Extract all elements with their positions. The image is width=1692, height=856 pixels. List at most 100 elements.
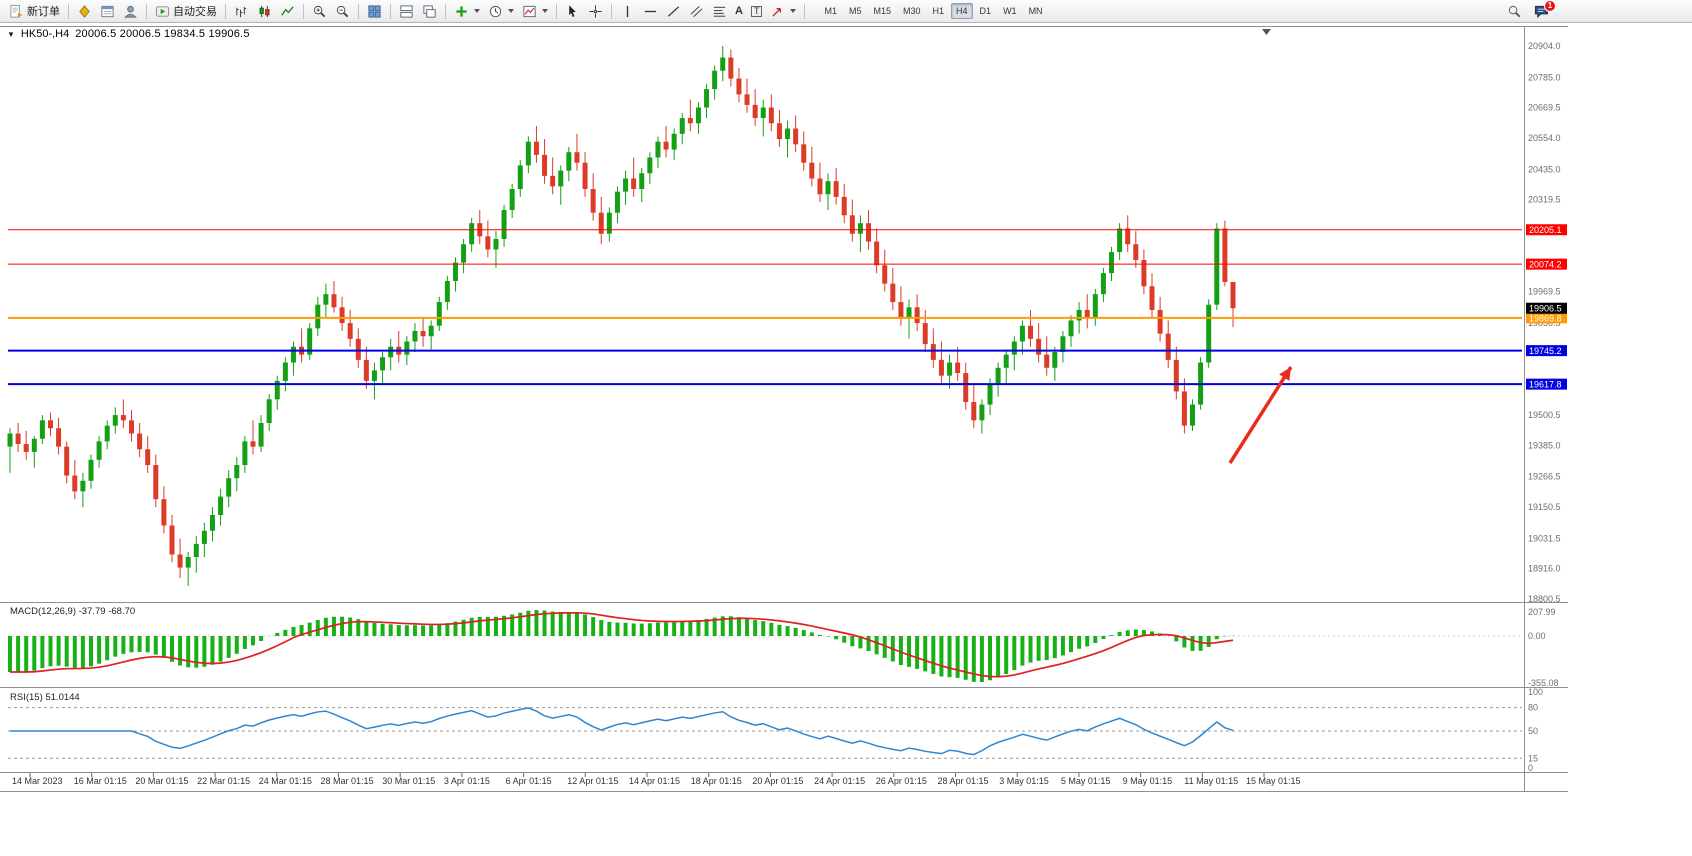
trend-arrow-annotation[interactable] <box>1228 366 1293 464</box>
navigator-button[interactable] <box>119 2 142 21</box>
cursor-tool-button[interactable] <box>561 2 584 21</box>
candle <box>404 341 410 355</box>
horizontal-line-tool-button[interactable] <box>639 2 662 21</box>
candle <box>1003 354 1009 368</box>
candle <box>290 346 296 363</box>
data-window-button[interactable] <box>96 2 119 21</box>
tf-m1-button[interactable]: M1 <box>824 6 837 16</box>
tf-h1-button[interactable]: H1 <box>932 6 945 16</box>
price-axis-label: 20904.0 <box>1528 41 1561 51</box>
candle <box>493 238 499 250</box>
candle <box>193 543 199 558</box>
autotrade-button[interactable]: 自动交易 <box>151 2 221 21</box>
candle <box>947 362 953 376</box>
candle <box>282 362 288 381</box>
candle <box>420 330 426 337</box>
channel-tool-button[interactable] <box>685 2 708 21</box>
candlestick-mode-button[interactable] <box>253 2 276 21</box>
zoom-in-button[interactable] <box>308 2 331 21</box>
candle <box>639 173 645 190</box>
candle <box>517 165 523 190</box>
candle <box>955 362 961 374</box>
candle <box>96 441 102 460</box>
candle <box>1011 341 1017 355</box>
candle <box>704 89 710 108</box>
macd-label: MACD(12,26,9) -37.79 -68.70 <box>10 606 135 617</box>
search-icon <box>1508 5 1521 17</box>
tf-h4-button[interactable]: H4 <box>951 3 973 19</box>
candle <box>64 446 70 476</box>
time-axis-label: 28 Mar 01:15 <box>321 776 374 786</box>
candle <box>857 223 863 234</box>
toolbar-separator <box>303 3 304 19</box>
templates-button[interactable] <box>518 2 552 21</box>
candle <box>623 178 629 192</box>
candle <box>971 401 977 421</box>
collapse-triangle-icon[interactable]: ▼ <box>7 29 15 39</box>
candle <box>88 459 94 481</box>
arrange-windows-button[interactable] <box>395 2 418 21</box>
candle <box>1092 294 1098 318</box>
candle <box>388 346 394 358</box>
candle <box>501 210 507 239</box>
arrows-tool-button[interactable] <box>766 2 800 21</box>
time-axis: 14 Mar 2023 16 Mar 01:15 20 Mar 01:15 22 Ma… <box>12 773 1301 786</box>
autotrade-label: 自动交易 <box>173 6 217 18</box>
candle <box>687 118 693 124</box>
trend-arrow-head <box>1279 367 1291 381</box>
tf-m15-button[interactable]: M15 <box>873 6 891 16</box>
line-chart-mode-button[interactable] <box>276 2 299 21</box>
toolbar-separator <box>68 3 69 19</box>
candle <box>363 359 369 381</box>
tf-m5-button[interactable]: M5 <box>848 6 862 16</box>
search-button[interactable] <box>1503 2 1526 21</box>
price-axis-label: 19500.5 <box>1528 410 1561 420</box>
candle <box>1133 244 1139 260</box>
price-axis-label: 19150.5 <box>1528 502 1561 512</box>
bar-chart-mode-button[interactable] <box>230 2 253 21</box>
autotrade-icon <box>155 5 170 17</box>
candle <box>558 170 564 187</box>
time-axis-label: 14 Apr 01:15 <box>629 776 680 786</box>
tf-w1-button[interactable]: W1 <box>1003 6 1017 16</box>
text-label-tool-button[interactable]: T <box>747 2 767 21</box>
candle <box>647 157 653 174</box>
notifications-button[interactable]: 1 <box>1534 0 1556 19</box>
candle <box>817 178 823 195</box>
tf-m30-button[interactable]: M30 <box>903 6 921 16</box>
hline-price-tag <box>1526 378 1567 390</box>
market-watch-button[interactable] <box>73 2 96 21</box>
periods-button[interactable] <box>484 2 518 21</box>
tile-windows-button[interactable] <box>363 2 386 21</box>
zoom-out-button[interactable] <box>331 2 354 21</box>
candle <box>590 189 596 213</box>
new-order-button[interactable]: 新订单 <box>5 2 64 21</box>
candle <box>226 478 232 497</box>
candle <box>695 107 701 124</box>
candle <box>1100 273 1106 295</box>
crosshair-tool-button[interactable] <box>584 2 607 21</box>
tf-mn-button[interactable]: MN <box>1028 6 1043 16</box>
toolbar-separator <box>611 3 612 19</box>
tf-d1-button[interactable]: D1 <box>979 6 992 16</box>
trendline-tool-button[interactable] <box>662 2 685 21</box>
fibonacci-tool-button[interactable] <box>708 2 731 21</box>
indicators-button[interactable] <box>450 2 484 21</box>
toolbar-right-tools: 1 <box>1503 0 1556 21</box>
text-tool-button[interactable]: A <box>731 2 747 21</box>
candle <box>631 178 637 190</box>
cascade-windows-button[interactable] <box>418 2 441 21</box>
candle <box>161 499 167 526</box>
time-axis-label: 5 May 01:15 <box>1061 776 1111 786</box>
navigator-icon <box>124 5 137 18</box>
candle <box>582 162 588 190</box>
candle <box>1109 252 1115 274</box>
price-axis-label: 19969.5 <box>1528 287 1561 297</box>
vertical-line-tool-button[interactable] <box>616 2 639 21</box>
cursor-icon <box>569 4 576 17</box>
time-axis-label: 26 Apr 01:15 <box>876 776 927 786</box>
rsi-line <box>10 707 1234 756</box>
candle <box>1190 404 1196 426</box>
